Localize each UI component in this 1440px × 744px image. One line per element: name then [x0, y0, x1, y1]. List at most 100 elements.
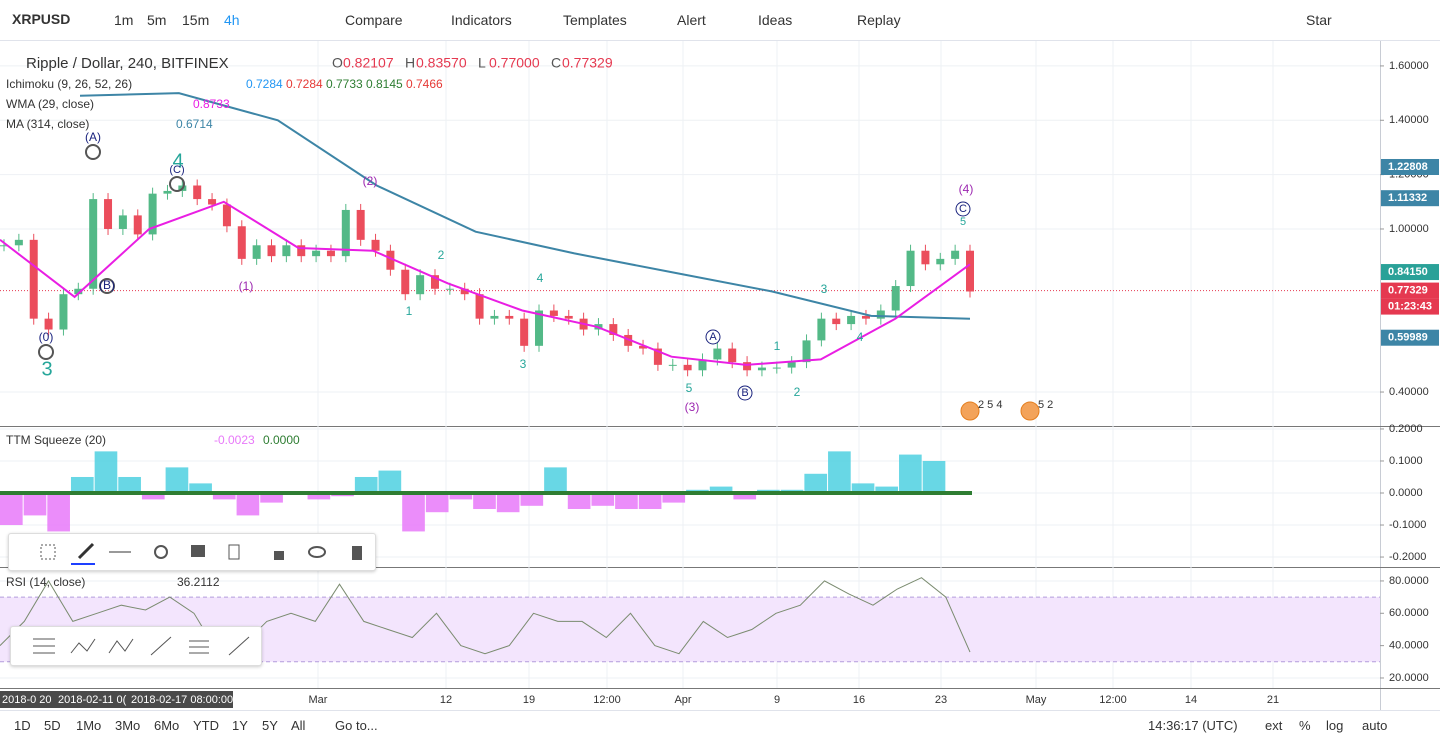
scale-option[interactable]: auto: [1362, 718, 1388, 733]
scale-option[interactable]: %: [1299, 718, 1311, 733]
range-button[interactable]: 5D: [44, 718, 61, 733]
candle-body: [728, 348, 737, 363]
x-tick-label: 23: [935, 694, 947, 706]
toolbar-button[interactable]: Compare: [345, 12, 403, 28]
candle-body: [966, 250, 974, 292]
candle-body: [936, 258, 945, 265]
plot: [0, 92, 1040, 655]
candle-body: [371, 239, 380, 251]
price-tag: [1381, 264, 1439, 281]
toolbar-button[interactable]: Indicators: [451, 12, 512, 28]
icon-pen[interactable]: [77, 542, 95, 560]
candle-body: [193, 185, 202, 200]
candle-body: [832, 318, 841, 325]
icon-wave[interactable]: [70, 638, 96, 654]
pattern-toolbar-icons: [33, 636, 250, 656]
interval[interactable]: 15m: [182, 12, 210, 28]
candle-body: [104, 199, 113, 229]
icon-abc[interactable]: [108, 638, 134, 654]
ttm-bar: [141, 492, 165, 500]
toolbar-button[interactable]: Templates: [563, 12, 627, 28]
ttm-bar: [118, 476, 141, 493]
interval[interactable]: 5m: [147, 12, 167, 28]
ohlc-key: L: [478, 55, 486, 71]
candle-body: [312, 250, 321, 257]
range-button[interactable]: 3Mo: [115, 718, 141, 733]
range-button[interactable]: 1Mo: [76, 718, 102, 733]
icon-lock[interactable]: [274, 551, 284, 560]
ttm-bar: [402, 492, 425, 532]
interval[interactable]: 1m: [114, 12, 134, 28]
wave-label: (3): [685, 400, 700, 414]
toolbar-button[interactable]: Replay: [857, 12, 901, 28]
x-tick-label: Mar: [309, 694, 328, 706]
icon-layers[interactable]: [191, 545, 205, 557]
interval[interactable]: 4h: [224, 12, 240, 28]
candle-body: [460, 288, 469, 295]
price-tag-label: 1.11332: [1388, 192, 1427, 204]
candle-body: [535, 310, 544, 346]
wave-label: (0): [39, 330, 54, 344]
range-button[interactable]: 1D: [14, 718, 31, 733]
pattern-toolbar[interactable]: [10, 626, 262, 666]
ttm-bar: [567, 492, 591, 510]
indicator-value: 0.7466: [406, 77, 443, 91]
ttm-bar: [260, 492, 283, 503]
y-tick-label: 60.0000: [1389, 607, 1429, 619]
icon-select[interactable]: [40, 544, 56, 560]
ohlc-key: O: [332, 55, 343, 71]
star-button[interactable]: Star: [1306, 12, 1332, 28]
ttm-bar: [449, 492, 473, 500]
ttm-bar: [378, 470, 402, 493]
ohlc-value: 0.77000: [489, 55, 540, 71]
candle-body: [14, 239, 23, 246]
scale-option[interactable]: ext: [1265, 718, 1283, 733]
wave-label: B: [741, 387, 748, 399]
ttm-bar: [496, 492, 520, 513]
ttm-bar: [875, 486, 899, 493]
wave-label: (C): [169, 164, 184, 176]
ttm-bar: [23, 492, 47, 516]
candle-body: [564, 315, 573, 319]
candle-body: [148, 193, 157, 235]
icon-clone[interactable]: [228, 544, 240, 560]
icon-channel[interactable]: [189, 640, 209, 654]
icon-ray[interactable]: [228, 636, 250, 656]
icon-eye[interactable]: [308, 546, 326, 558]
ttm-bar: [851, 483, 875, 493]
scale-option[interactable]: log: [1326, 718, 1344, 733]
candle-body: [787, 362, 796, 368]
candle-body: [817, 318, 826, 341]
wave-label: 2: [438, 248, 445, 262]
price-tag-label: 0.77329: [1388, 284, 1428, 296]
range-button[interactable]: 6Mo: [154, 718, 180, 733]
toolbar-button[interactable]: Alert: [677, 12, 706, 28]
countdown: 01:23:43: [1388, 300, 1432, 312]
range-button[interactable]: All: [291, 718, 306, 733]
x-tick-label: 2018-02-11 0(: [58, 694, 127, 706]
icon-fib[interactable]: [33, 638, 55, 654]
goto-button[interactable]: Go to...: [335, 718, 378, 733]
wave-label: 4: [537, 271, 544, 285]
range-button[interactable]: 5Y: [262, 718, 278, 733]
range-button[interactable]: YTD: [193, 718, 219, 733]
icon-trash[interactable]: [352, 546, 362, 560]
clock[interactable]: 14:36:17 (UTC): [1148, 718, 1238, 733]
toolbar-button[interactable]: Ideas: [758, 12, 793, 28]
y-tick-label: 1.00000: [1389, 223, 1429, 235]
range-button[interactable]: 1Y: [232, 718, 248, 733]
candle-body: [59, 294, 68, 330]
x-tick-label: 12: [440, 694, 452, 706]
ttm-bar: [899, 454, 922, 493]
candle-body: [847, 315, 856, 325]
ohlc-value: 0.82107: [343, 55, 394, 71]
icon-settings[interactable]: [154, 545, 168, 559]
drawing-toolbar[interactable]: [8, 533, 376, 571]
y-tick-label: -0.1000: [1389, 519, 1426, 531]
candle-body: [445, 288, 454, 290]
earnings-icon: [960, 401, 980, 421]
icon-trend[interactable]: [150, 636, 172, 656]
price-tag-label: 1.22808: [1388, 161, 1428, 173]
wave-label: 4: [857, 330, 864, 344]
symbol[interactable]: XRPUSD: [12, 11, 71, 27]
